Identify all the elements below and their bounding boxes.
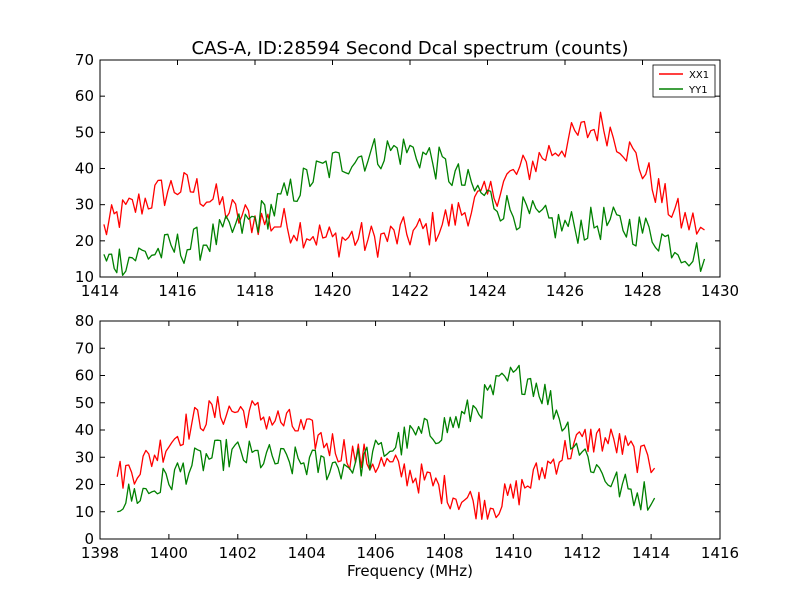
bottom-x-tick-label: 1406 xyxy=(356,544,394,562)
bottom-y-tick-label: 80 xyxy=(75,312,94,330)
top-x-tick-label: 1430 xyxy=(701,282,739,300)
legend-label-xx1: XX1 xyxy=(689,70,709,81)
bottom-y-tick-label: 0 xyxy=(84,530,94,548)
bottom-y-tick-label: 50 xyxy=(75,394,94,412)
bottom-panel: 1398 1400 1402 1404 1406 1408 1410 1412 1414 1416… xyxy=(75,312,739,580)
top-y-tick-label: 60 xyxy=(75,87,94,105)
bottom-x-tick-label: 1402 xyxy=(219,544,257,562)
top-y-tick-label: 20 xyxy=(75,232,94,250)
legend: XX1 YY1 xyxy=(652,64,716,98)
top-y-tick-label: 10 xyxy=(75,268,94,286)
top-x-tick-label: 1428 xyxy=(623,282,661,300)
top-series-group xyxy=(103,111,706,276)
bottom-x-tick-label: 1398 xyxy=(81,544,119,562)
bottom-x-tick-label: 1410 xyxy=(494,544,532,562)
top-x-tick-label: 1418 xyxy=(236,282,274,300)
top-series-line-yy1 xyxy=(103,138,706,276)
bottom-ticks-group: 1398 1400 1402 1404 1406 1408 1410 1412 1414 1416… xyxy=(75,312,739,562)
top-ticks-group: 1414 1416 1418 1420 1422 1424 1426 1428 1430 10 20… xyxy=(75,51,739,300)
top-x-tick-label: 1414 xyxy=(81,282,119,300)
legend-box xyxy=(652,64,716,98)
top-y-tick-label: 70 xyxy=(75,51,94,69)
x-axis-label: Frequency (MHz) xyxy=(347,562,473,580)
bottom-y-tick-label: 70 xyxy=(75,339,94,357)
bottom-y-tick-label: 60 xyxy=(75,367,94,385)
chart-title: CAS-A, ID:28594 Second Dcal spectrum (co… xyxy=(192,38,629,59)
bottom-x-tick-label: 1408 xyxy=(425,544,463,562)
top-x-tick-label: 1416 xyxy=(158,282,196,300)
top-x-tick-label: 1426 xyxy=(546,282,584,300)
bottom-x-tick-label: 1414 xyxy=(632,544,670,562)
top-panel: CAS-A, ID:28594 Second Dcal spectrum (co… xyxy=(75,38,739,300)
bottom-series-group xyxy=(116,364,656,520)
bottom-series-line-xx1 xyxy=(116,396,656,520)
bottom-x-tick-label: 1416 xyxy=(701,544,739,562)
top-x-tick-label: 1422 xyxy=(391,282,429,300)
top-y-tick-label: 40 xyxy=(75,160,94,178)
legend-label-yy1: YY1 xyxy=(688,85,708,96)
bottom-series-line-yy1 xyxy=(117,364,656,513)
bottom-x-tick-label: 1412 xyxy=(563,544,601,562)
bottom-y-tick-label: 40 xyxy=(75,421,94,439)
top-x-tick-label: 1420 xyxy=(313,282,351,300)
top-series-line-xx1 xyxy=(103,111,705,258)
top-y-tick-label: 30 xyxy=(75,196,94,214)
top-y-tick-label: 50 xyxy=(75,123,94,141)
bottom-x-tick-label: 1404 xyxy=(288,544,326,562)
bottom-y-tick-label: 30 xyxy=(75,448,94,466)
top-x-tick-label: 1424 xyxy=(468,282,506,300)
bottom-x-tick-label: 1400 xyxy=(150,544,188,562)
bottom-y-tick-label: 20 xyxy=(75,476,94,494)
bottom-y-tick-label: 10 xyxy=(75,503,94,521)
